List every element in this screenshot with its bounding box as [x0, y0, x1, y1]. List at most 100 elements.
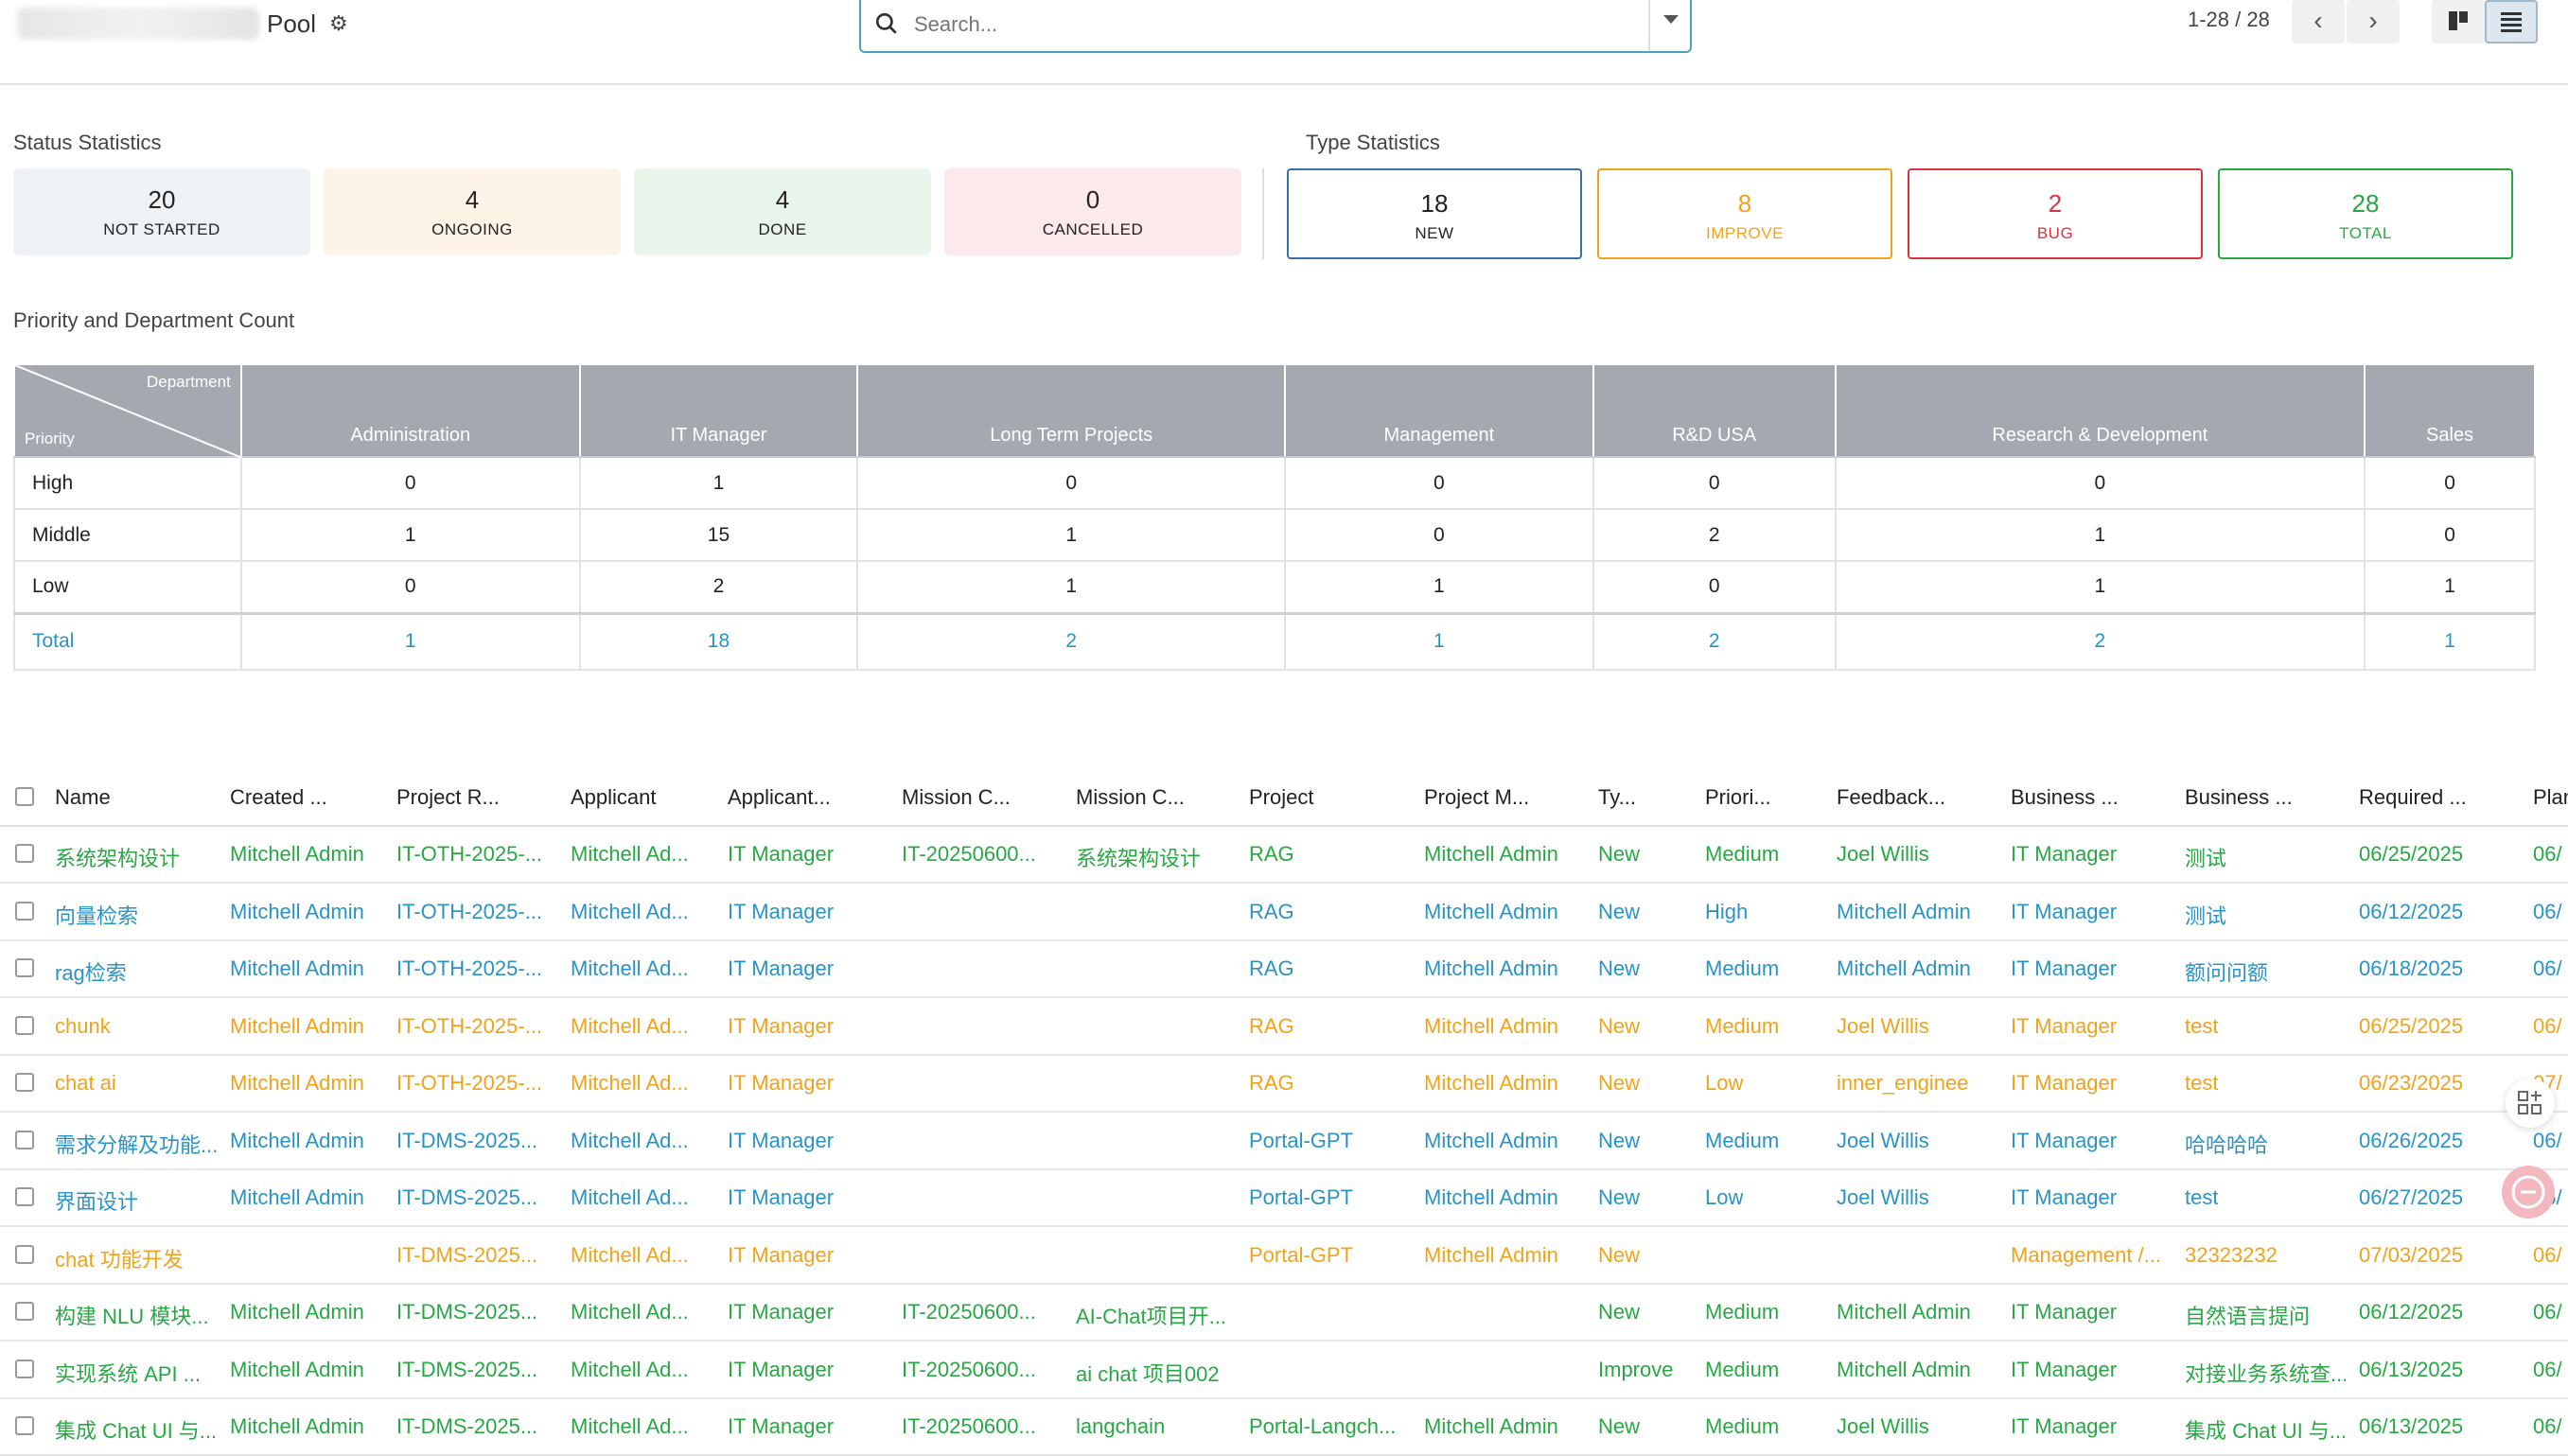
pivot-total-cell[interactable]: 1	[1283, 611, 1594, 671]
status-card-done[interactable]: 4 DONE	[634, 168, 931, 255]
pivot-cell[interactable]: 1	[856, 508, 1286, 562]
pivot-row-header[interactable]: Middle	[13, 508, 242, 562]
gear-icon[interactable]: ⚙	[329, 11, 348, 35]
pivot-column-header[interactable]: Research & Development	[1834, 363, 2366, 458]
table-row[interactable]: 界面设计 Mitchell Admin IT-DMS-2025... Mitchell…	[0, 1170, 2568, 1227]
pivot-column-header[interactable]: IT Manager	[578, 363, 859, 458]
column-header[interactable]: Project	[1249, 785, 1314, 809]
column-header[interactable]: Business ...	[2185, 785, 2293, 809]
pivot-cell[interactable]: 2	[578, 560, 859, 614]
pivot-cell[interactable]: 1	[1834, 508, 2366, 562]
breadcrumb-blurred[interactable]	[17, 8, 259, 40]
kanban-view-button[interactable]	[2432, 0, 2485, 44]
row-checkbox[interactable]	[15, 1416, 34, 1435]
pager-value[interactable]: 1-28 / 28	[2188, 8, 2270, 31]
column-header[interactable]: Required ...	[2359, 785, 2467, 809]
column-header[interactable]: Business ...	[2011, 785, 2119, 809]
table-row[interactable]: 集成 Chat UI 与... Mitchell Admin IT-DMS-2025…	[0, 1399, 2568, 1456]
pivot-cell[interactable]: 0	[1592, 560, 1837, 614]
pivot-cell[interactable]: 0	[856, 456, 1286, 510]
pivot-cell[interactable]: 1	[239, 508, 581, 562]
row-checkbox[interactable]	[15, 1302, 34, 1321]
pivot-column-header[interactable]: Administration	[239, 363, 581, 458]
table-row[interactable]: chat ai Mitchell Admin IT-OTH-2025-... Mitc…	[0, 1056, 2568, 1113]
table-cell: AI-Chat项目开...	[1076, 1305, 1226, 1328]
type-card-improve[interactable]: 8 IMPROVE	[1597, 168, 1892, 259]
table-row[interactable]: rag检索 Mitchell Admin IT-OTH-2025-... Mitche…	[0, 941, 2568, 998]
column-header[interactable]: Priori...	[1705, 785, 1771, 809]
status-card-ongoing[interactable]: 4 ONGOING	[324, 168, 621, 255]
select-all-checkbox[interactable]	[15, 787, 34, 806]
pivot-cell[interactable]: 2	[1592, 508, 1837, 562]
table-row[interactable]: 系统架构设计 Mitchell Admin IT-OTH-2025-... Mitch…	[0, 827, 2568, 884]
list-view-button[interactable]	[2485, 0, 2538, 44]
pivot-row-header[interactable]: Low	[13, 560, 242, 614]
pivot-cell[interactable]: 0	[239, 456, 581, 510]
pivot-cell[interactable]: 0	[2364, 456, 2536, 510]
pivot-cell[interactable]: 1	[578, 456, 859, 510]
column-header[interactable]: Plan	[2533, 785, 2568, 809]
pivot-cell[interactable]: 0	[1283, 456, 1594, 510]
search-box[interactable]	[859, 0, 1692, 53]
column-header[interactable]: Applicant	[571, 785, 657, 809]
status-card-not-started[interactable]: 20 NOT STARTED	[13, 168, 310, 255]
column-header[interactable]: Applicant...	[728, 785, 831, 809]
column-header[interactable]: Ty...	[1598, 785, 1636, 809]
pivot-total-cell[interactable]: 2	[1592, 611, 1837, 671]
table-row[interactable]: 向量检索 Mitchell Admin IT-OTH-2025-... Mitchel…	[0, 885, 2568, 941]
status-card-cancelled[interactable]: 0 CANCELLED	[944, 168, 1241, 255]
pivot-cell[interactable]: 15	[578, 508, 859, 562]
pivot-total-cell[interactable]: 1	[2364, 611, 2536, 671]
pivot-cell[interactable]: 1	[1834, 560, 2366, 614]
row-checkbox[interactable]	[15, 1015, 34, 1035]
pivot-cell[interactable]: 0	[239, 560, 581, 614]
row-checkbox[interactable]	[15, 901, 34, 921]
table-cell: inner_enginee	[1837, 1071, 1969, 1095]
column-header[interactable]: Mission C...	[1076, 785, 1185, 809]
type-card-total[interactable]: 28 TOTAL	[2218, 168, 2513, 259]
pivot-column-header[interactable]: Sales	[2364, 363, 2536, 458]
pivot-cell[interactable]: 1	[2364, 560, 2536, 614]
row-checkbox[interactable]	[15, 844, 34, 863]
row-checkbox[interactable]	[15, 1073, 34, 1092]
next-page-button[interactable]: ›	[2347, 0, 2400, 44]
table-row[interactable]: 需求分解及功能... Mitchell Admin IT-DMS-2025... Mi…	[0, 1114, 2568, 1170]
table-row[interactable]: 构建 NLU 模块... Mitchell Admin IT-DMS-2025...…	[0, 1285, 2568, 1342]
row-checkbox[interactable]	[15, 1244, 34, 1264]
prev-page-button[interactable]: ‹	[2292, 0, 2345, 44]
row-checkbox[interactable]	[15, 1187, 34, 1206]
pivot-total-cell[interactable]: 1	[239, 611, 581, 671]
table-row[interactable]: chunk Mitchell Admin IT-OTH-2025-... Mitche…	[0, 999, 2568, 1056]
table-cell: 06/	[2533, 956, 2562, 980]
apps-float-button[interactable]	[2506, 1079, 2555, 1128]
pivot-cell[interactable]: 0	[1283, 508, 1594, 562]
row-checkbox[interactable]	[15, 958, 34, 977]
column-header[interactable]: Feedback...	[1837, 785, 1945, 809]
pivot-row-header[interactable]: High	[13, 456, 242, 510]
column-header[interactable]: Name	[55, 785, 111, 809]
table-row[interactable]: chat 功能开发 IT-DMS-2025... Mitchell Ad... IT …	[0, 1228, 2568, 1285]
pivot-cell[interactable]: 0	[1592, 456, 1837, 510]
pivot-cell[interactable]: 0	[1834, 456, 2366, 510]
row-checkbox[interactable]	[15, 1130, 34, 1149]
column-header[interactable]: Project M...	[1424, 785, 1530, 809]
pivot-cell[interactable]: 0	[2364, 508, 2536, 562]
pivot-cell[interactable]: 1	[1283, 560, 1594, 614]
column-header[interactable]: Created ...	[230, 785, 327, 809]
pivot-total-cell[interactable]: 2	[856, 611, 1286, 671]
search-input[interactable]	[914, 8, 1557, 42]
pivot-total-cell[interactable]: 2	[1834, 611, 2366, 671]
type-card-bug[interactable]: 2 BUG	[1908, 168, 2203, 259]
column-header[interactable]: Project R...	[396, 785, 500, 809]
search-options-toggle[interactable]	[1648, 0, 1690, 51]
type-card-new[interactable]: 18 NEW	[1287, 168, 1582, 259]
row-checkbox[interactable]	[15, 1359, 34, 1378]
pivot-total-cell[interactable]: 18	[578, 611, 859, 671]
pivot-column-header[interactable]: R&D USA	[1592, 363, 1837, 458]
table-row[interactable]: 实现系统 API ... Mitchell Admin IT-DMS-2025...…	[0, 1342, 2568, 1399]
pivot-column-header[interactable]: Management	[1283, 363, 1594, 458]
column-header[interactable]: Mission C...	[902, 785, 1011, 809]
pivot-cell[interactable]: 1	[856, 560, 1286, 614]
translate-float-button[interactable]	[2502, 1166, 2555, 1219]
pivot-column-header[interactable]: Long Term Projects	[856, 363, 1286, 458]
